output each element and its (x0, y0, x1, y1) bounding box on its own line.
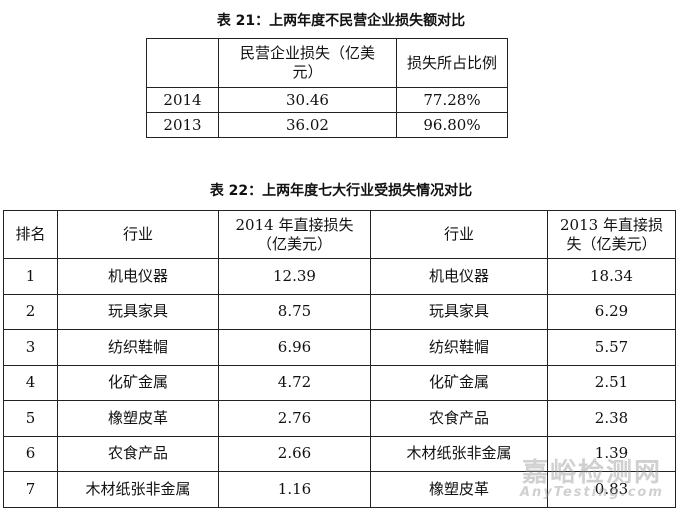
loss-2014-cell: 2.76 (218, 400, 371, 437)
header-cell: 行业 (57, 210, 219, 259)
rank-cell: 1 (3, 258, 58, 295)
industry-2013-cell: 纺织鞋帽 (370, 329, 548, 366)
loss-2014-cell: 8.75 (218, 293, 371, 330)
ratio-cell: 77.28% (396, 87, 508, 113)
table-row: 7 木材纸张非金属 1.16 橡塑皮革 0.83 (3, 471, 676, 508)
table21-title: 表 21：上两年度不民营企业损失额对比 (216, 13, 466, 29)
rank-cell: 2 (3, 293, 58, 330)
table-header-row: 民营企业损失（亿美元） 损失所占比例 (146, 38, 508, 88)
rank-cell: 3 (3, 329, 58, 366)
loss-2013-cell: 5.57 (547, 329, 676, 366)
header-cell: 损失所占比例 (396, 38, 508, 88)
table22: 排名 行业 2014 年直接损失（亿美元） 行业 2013 年直接损失（亿美元）… (3, 210, 676, 508)
table-row: 2 玩具家具 8.75 玩具家具 6.29 (3, 293, 676, 330)
loss-2014-cell: 4.72 (218, 364, 371, 401)
industry-2014-cell: 木材纸张非金属 (57, 471, 219, 508)
industry-2014-cell: 玩具家具 (57, 293, 219, 330)
loss-2013-cell: 18.34 (547, 258, 676, 295)
table22-title: 表 22：上两年度七大行业受损失情况对比 (209, 183, 473, 199)
loss-2014-cell: 2.66 (218, 435, 371, 472)
table-row: 2013 36.02 96.80% (146, 112, 508, 138)
industry-2013-cell: 化矿金属 (370, 364, 548, 401)
industry-2014-cell: 农食产品 (57, 435, 219, 472)
rank-cell: 7 (3, 471, 58, 508)
table-row: 5 橡塑皮革 2.76 农食产品 2.38 (3, 400, 676, 437)
loss-2013-cell: 2.38 (547, 400, 676, 437)
rank-cell: 6 (3, 435, 58, 472)
table-row: 2014 30.46 77.28% (146, 87, 508, 113)
table21: 民营企业损失（亿美元） 损失所占比例 2014 30.46 77.28% 201… (146, 38, 508, 138)
industry-2014-cell: 化矿金属 (57, 364, 219, 401)
industry-2013-cell: 橡塑皮革 (370, 471, 548, 508)
loss-2013-cell: 1.39 (547, 435, 676, 472)
loss-2014-cell: 6.96 (218, 329, 371, 366)
loss-2013-cell: 6.29 (547, 293, 676, 330)
header-cell: 行业 (370, 210, 548, 259)
industry-2013-cell: 木材纸张非金属 (370, 435, 548, 472)
table-row: 4 化矿金属 4.72 化矿金属 2.51 (3, 364, 676, 401)
header-cell: 民营企业损失（亿美元） (218, 38, 397, 88)
loss-2014-cell: 1.16 (218, 471, 371, 508)
header-cell: 排名 (3, 210, 58, 259)
rank-cell: 5 (3, 400, 58, 437)
header-cell: 2013 年直接损失（亿美元） (547, 210, 676, 259)
year-cell: 2013 (146, 112, 219, 138)
loss-2013-cell: 0.83 (547, 471, 676, 508)
table-header-row: 排名 行业 2014 年直接损失（亿美元） 行业 2013 年直接损失（亿美元） (3, 210, 676, 259)
loss-cell: 30.46 (218, 87, 397, 113)
year-cell: 2014 (146, 87, 219, 113)
loss-cell: 36.02 (218, 112, 397, 138)
table-row: 3 纺织鞋帽 6.96 纺织鞋帽 5.57 (3, 329, 676, 366)
table-row: 1 机电仪器 12.39 机电仪器 18.34 (3, 258, 676, 295)
industry-2013-cell: 玩具家具 (370, 293, 548, 330)
rank-cell: 4 (3, 364, 58, 401)
watermark-logo: 嘉峪检测网 AnyTesting.com (520, 458, 664, 500)
industry-2014-cell: 橡塑皮革 (57, 400, 219, 437)
industry-2013-cell: 机电仪器 (370, 258, 548, 295)
loss-2014-cell: 12.39 (218, 258, 371, 295)
header-cell: 2014 年直接损失（亿美元） (218, 210, 371, 259)
industry-2014-cell: 机电仪器 (57, 258, 219, 295)
loss-2013-cell: 2.51 (547, 364, 676, 401)
industry-2013-cell: 农食产品 (370, 400, 548, 437)
ratio-cell: 96.80% (396, 112, 508, 138)
header-cell (146, 38, 219, 88)
industry-2014-cell: 纺织鞋帽 (57, 329, 219, 366)
